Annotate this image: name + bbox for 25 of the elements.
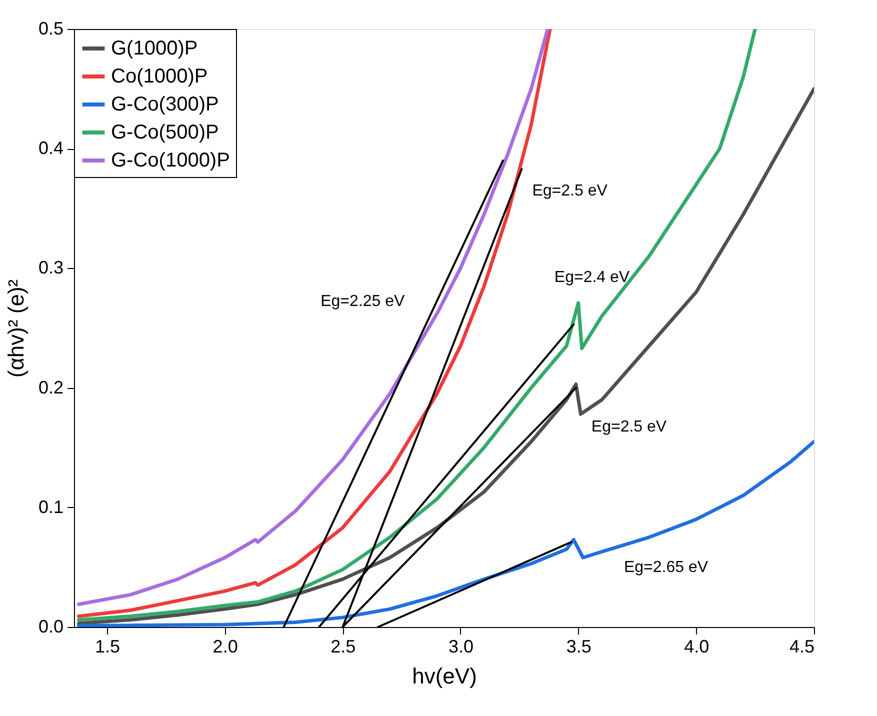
y-tick-label: 0.5: [38, 18, 64, 38]
x-tick-label: 3.0: [448, 636, 474, 656]
legend-label: G-Co(300)P: [111, 94, 219, 116]
legend-label: G(1000)P: [111, 38, 198, 60]
x-tick-label: 1.5: [94, 636, 120, 656]
legend-label: G-Co(500)P: [111, 122, 219, 144]
y-tick-label: 0.0: [38, 616, 64, 636]
x-tick-label: 2.0: [212, 636, 238, 656]
y-tick-label: 0.3: [38, 258, 64, 278]
annotation: Eg=2.5 eV: [532, 182, 608, 200]
y-axis-title: (αhv)² (e)²: [3, 279, 28, 378]
y-tick-label: 0.4: [38, 138, 64, 158]
x-tick-label: 2.5: [330, 636, 356, 656]
x-axis-title: hv(eV): [412, 664, 477, 688]
annotation: Eg=2.65 eV: [624, 559, 708, 576]
x-tick-label: 3.5: [566, 636, 592, 656]
legend-label: Co(1000)P: [111, 66, 208, 88]
annotation: Eg=2.5 eV: [591, 418, 667, 436]
x-tick-label: 4.0: [684, 636, 710, 656]
annotation: Eg=2.25 eV: [320, 293, 405, 310]
y-tick-label: 0.1: [38, 496, 64, 517]
legend-label: G-Co(1000)P: [111, 150, 230, 172]
y-tick-label: 0.2: [38, 377, 64, 398]
x-tick-label: 4.5: [789, 636, 814, 656]
annotation: Eg=2.4 eV: [554, 269, 630, 286]
